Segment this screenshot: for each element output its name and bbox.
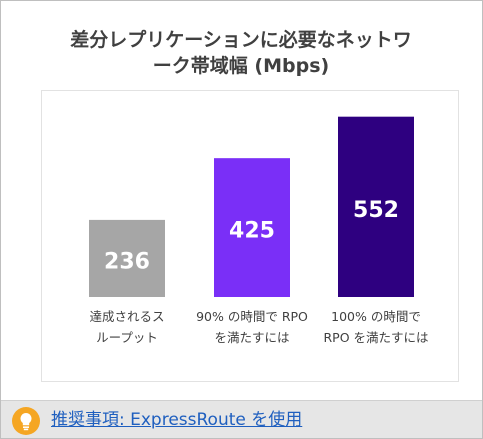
data-label: 236 — [104, 249, 150, 274]
recommendation-link[interactable]: 推奨事項: ExpressRoute を使用 — [51, 409, 302, 431]
bar-group: 425 90% の時間で RPO を満たすには — [196, 158, 308, 345]
chart-title-line-1: 差分レプリケーションに必要なネットワ — [70, 29, 412, 51]
bar — [89, 219, 165, 297]
category-label: ループット — [96, 330, 158, 345]
recommendation-bar: 推奨事項: ExpressRoute を使用 — [1, 400, 482, 438]
bar — [214, 158, 290, 297]
bar — [338, 116, 414, 298]
category-label: 90% の時間で RPO — [196, 309, 308, 324]
category-label: 達成されるス — [89, 309, 164, 324]
category-label: 100% の時間で — [331, 309, 421, 324]
chart-title: 差分レプリケーションに必要なネットワ ーク帯域幅 (Mbps) — [41, 27, 441, 79]
plot-area — [41, 90, 459, 382]
lightbulb-icon — [12, 407, 40, 435]
data-label: 425 — [229, 219, 275, 244]
category-label: RPO を満たすには — [323, 330, 428, 345]
category-label: を満たすには — [214, 330, 289, 345]
data-label: 552 — [353, 198, 399, 223]
chart-title-line-2: ーク帯域幅 (Mbps) — [152, 55, 330, 77]
recommendation-prefix: 推奨事項 — [51, 410, 119, 430]
bar-group: 552 100% の時間で RPO を満たすには — [323, 116, 429, 345]
recommendation-text: : ExpressRoute を使用 — [119, 410, 303, 430]
